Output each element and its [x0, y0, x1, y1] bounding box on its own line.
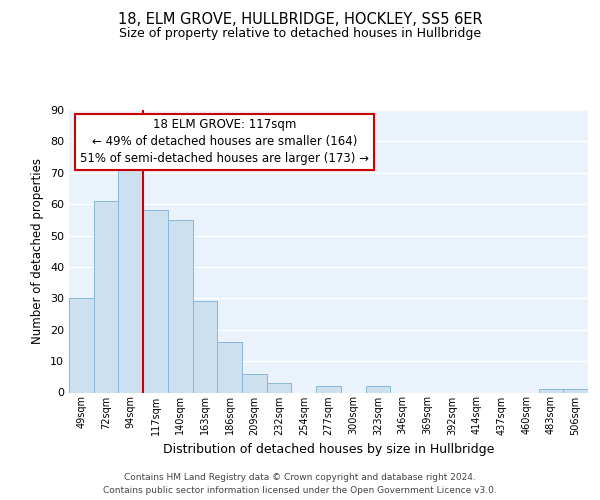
Bar — [168, 220, 193, 392]
Bar — [143, 210, 168, 392]
Bar — [242, 374, 267, 392]
Bar — [267, 383, 292, 392]
Bar — [563, 390, 588, 392]
Text: Contains public sector information licensed under the Open Government Licence v3: Contains public sector information licen… — [103, 486, 497, 495]
Y-axis label: Number of detached properties: Number of detached properties — [31, 158, 44, 344]
Text: 18 ELM GROVE: 117sqm
← 49% of detached houses are smaller (164)
51% of semi-deta: 18 ELM GROVE: 117sqm ← 49% of detached h… — [80, 118, 369, 166]
Bar — [94, 201, 118, 392]
Bar — [118, 157, 143, 392]
Text: Size of property relative to detached houses in Hullbridge: Size of property relative to detached ho… — [119, 28, 481, 40]
Bar — [69, 298, 94, 392]
X-axis label: Distribution of detached houses by size in Hullbridge: Distribution of detached houses by size … — [163, 443, 494, 456]
Bar — [316, 386, 341, 392]
Text: 18, ELM GROVE, HULLBRIDGE, HOCKLEY, SS5 6ER: 18, ELM GROVE, HULLBRIDGE, HOCKLEY, SS5 … — [118, 12, 482, 28]
Bar — [217, 342, 242, 392]
Bar — [365, 386, 390, 392]
Bar — [193, 302, 217, 392]
Text: Contains HM Land Registry data © Crown copyright and database right 2024.: Contains HM Land Registry data © Crown c… — [124, 474, 476, 482]
Bar — [539, 390, 563, 392]
